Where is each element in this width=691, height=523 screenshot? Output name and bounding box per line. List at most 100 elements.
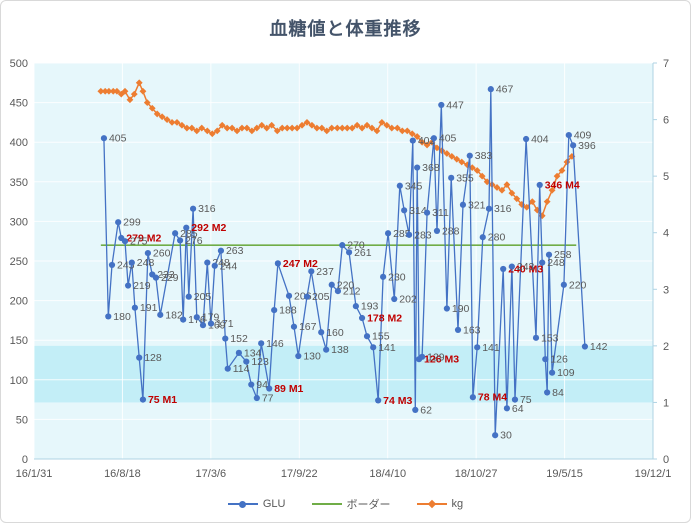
kg-point <box>203 127 211 135</box>
glu-point <box>536 181 543 189</box>
kg-point <box>403 127 411 135</box>
kg-point <box>453 155 461 163</box>
glu-point <box>193 314 200 321</box>
glu-point <box>318 329 325 336</box>
kg-point <box>135 79 143 87</box>
glu-point <box>183 224 190 231</box>
kg-point <box>208 130 216 138</box>
glu-point <box>423 209 431 216</box>
glu-point-label: 345 <box>405 180 423 192</box>
glu-point <box>565 131 572 139</box>
glu-point <box>532 334 540 341</box>
glu-point-label: 233 <box>157 269 175 281</box>
glu-point <box>235 349 242 356</box>
kg-point <box>97 87 105 95</box>
glu-point <box>128 259 135 266</box>
kg-point <box>323 127 331 135</box>
glu-point <box>542 356 549 363</box>
glu-point-label: 182 <box>165 309 183 321</box>
glu-point-label: 275 <box>130 236 148 248</box>
glu-point-label: 316 <box>198 203 216 215</box>
kg-point <box>543 198 551 205</box>
kg-point <box>393 124 401 132</box>
glu-point-label: 220 <box>569 279 587 291</box>
kg-point <box>126 96 134 104</box>
x-tick-label: 16/8/18 <box>104 468 141 480</box>
glu-point <box>248 381 255 388</box>
glu-point <box>500 265 507 273</box>
glu-point <box>207 320 215 327</box>
legend: GLU ボーダー kg <box>1 496 690 512</box>
glu-point <box>581 343 589 350</box>
y-right-tick-label: 3 <box>663 284 669 296</box>
kg-point <box>313 124 321 132</box>
glu-point <box>433 227 441 235</box>
glu-point-label: 84 <box>552 387 564 399</box>
glu-point-label: 409 <box>574 130 592 142</box>
glu-point-label: 188 <box>279 305 297 317</box>
kg-point <box>423 141 431 149</box>
glu-point <box>303 293 311 300</box>
glu-point-label: 280 <box>488 232 506 244</box>
glu-point-label: 283 <box>414 229 432 241</box>
glu-point <box>570 142 577 149</box>
glu-point-label: 180 <box>113 311 131 323</box>
glu-point <box>454 326 462 334</box>
glu-point <box>503 405 511 412</box>
glu-point-label: 89 M1 <box>274 383 303 395</box>
glu-point <box>224 365 231 372</box>
y-right-tick-label: 4 <box>663 228 669 240</box>
glu-point-label: 248 <box>547 257 565 269</box>
y-left-tick-label: 100 <box>10 375 28 387</box>
kg-point <box>253 124 261 132</box>
kg-point <box>109 87 117 95</box>
y-left-tick-label: 50 <box>16 414 28 426</box>
kg-point <box>308 121 316 129</box>
legend-item-kg: kg <box>416 498 464 510</box>
glu-point <box>131 304 138 311</box>
kg-point <box>383 121 391 129</box>
y-right-tick-label: 5 <box>663 171 669 183</box>
y-left-tick-label: 450 <box>10 98 28 110</box>
glu-point-label: 178 M2 <box>367 313 402 325</box>
glu-point-label: 314 <box>409 205 427 217</box>
glu-line-marker-icon <box>227 500 258 508</box>
kg-point <box>223 124 231 132</box>
kg-point <box>328 124 336 132</box>
glu-point-label: 146 <box>266 338 284 350</box>
y-right-tick-label: 2 <box>663 341 669 353</box>
glu-point <box>375 397 382 404</box>
kg-point <box>503 181 511 189</box>
glu-point-label: 346 M4 <box>545 179 580 191</box>
kg-point <box>298 121 306 129</box>
glu-point-label: 179 <box>202 312 220 324</box>
kg-point <box>553 172 561 180</box>
kg-point <box>478 172 486 180</box>
glu-point <box>185 293 192 300</box>
glu-point <box>172 230 179 237</box>
glu-point-label: 212 <box>343 286 361 298</box>
glu-point <box>544 389 551 396</box>
kg-point <box>258 121 266 129</box>
border-line-icon <box>311 503 342 505</box>
glu-point <box>222 335 229 342</box>
glu-point <box>345 249 353 256</box>
kg-point <box>378 119 386 126</box>
glu-point-label: 74 M3 <box>383 395 412 407</box>
glu-point-label: 230 <box>388 271 406 283</box>
kg-point <box>513 195 521 203</box>
glu-point-label: 190 <box>452 303 470 315</box>
kg-point <box>333 124 341 132</box>
glu-point-label: 279 M2 <box>126 233 161 245</box>
kg-point <box>363 121 371 129</box>
glu-point <box>438 101 445 109</box>
legend-label-border: ボーダー <box>346 499 391 511</box>
legend-label-kg: kg <box>451 498 464 510</box>
kg-point <box>293 124 301 132</box>
glu-point <box>266 385 273 392</box>
kg-point <box>243 124 251 132</box>
glu-point-label: 138 <box>331 344 349 356</box>
kg-point <box>413 133 421 140</box>
glu-point <box>211 262 218 269</box>
